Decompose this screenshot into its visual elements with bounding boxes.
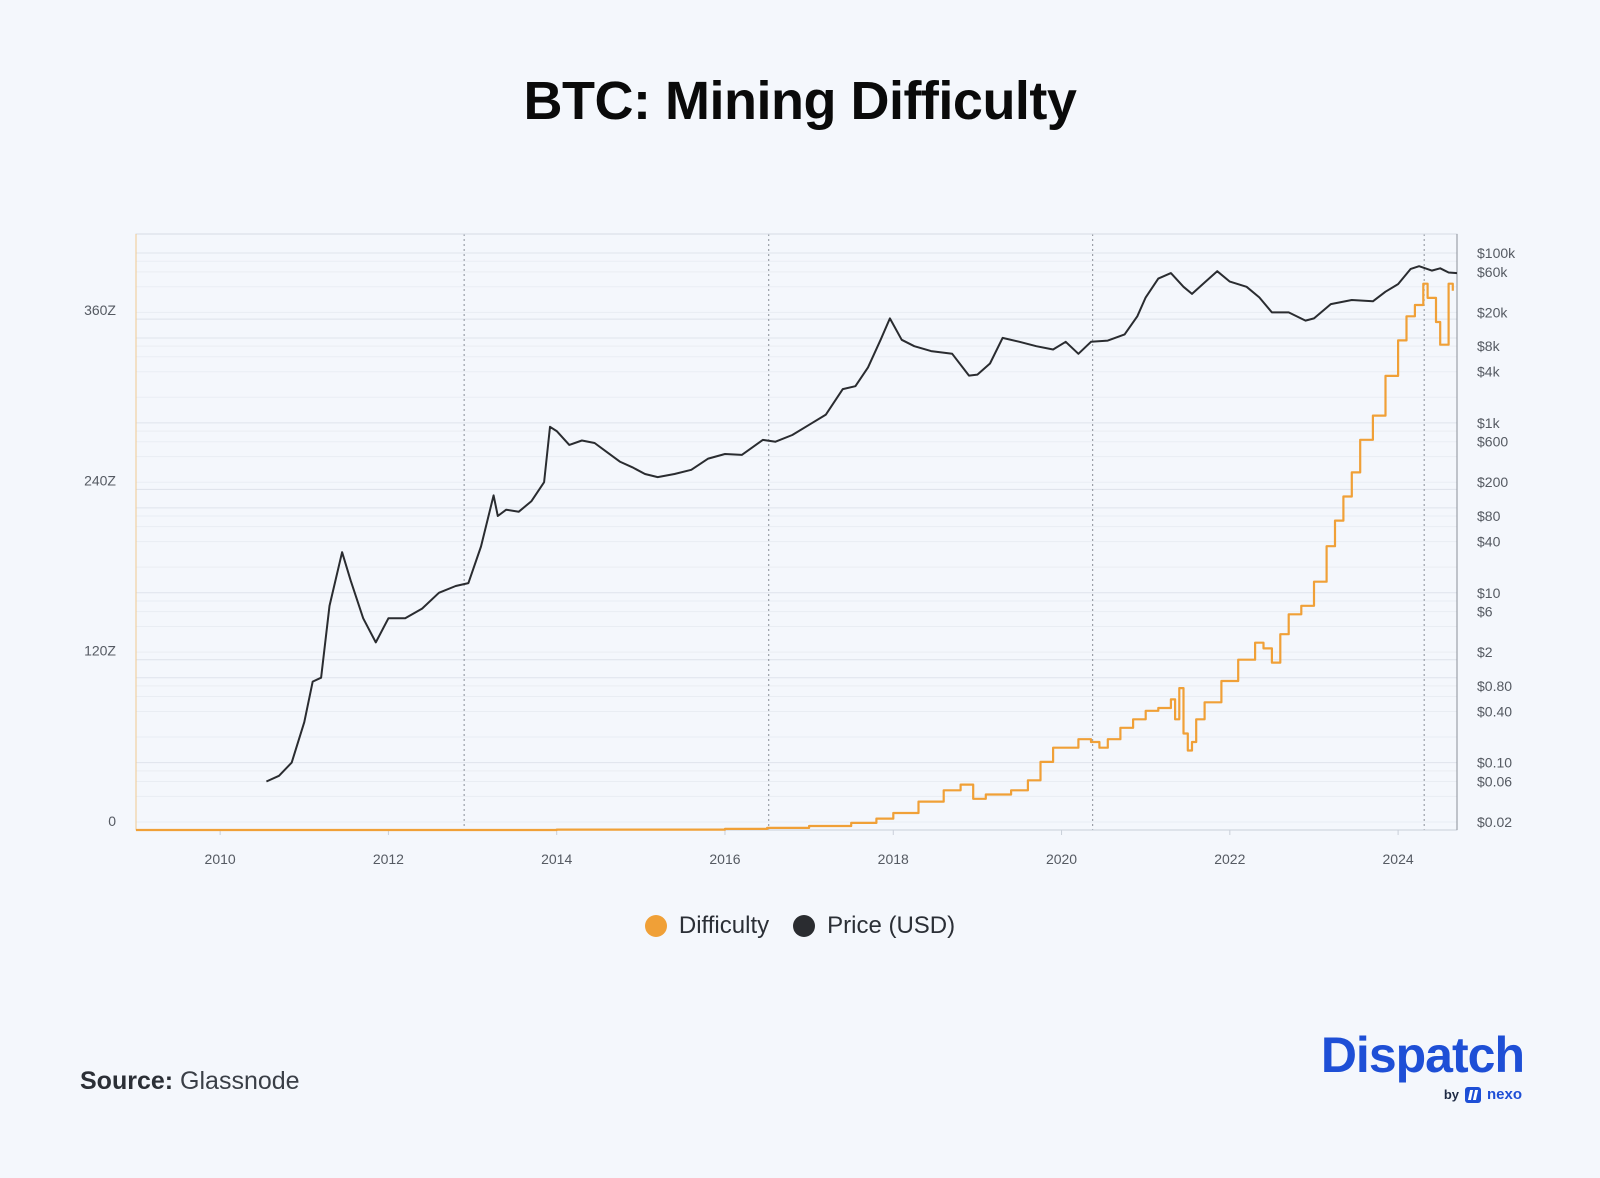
y-left-tick-label: 360Z xyxy=(84,302,116,318)
y-axis-left: 0 120Z 240Z 360Z xyxy=(84,234,137,830)
y-right-tick-label: $10 xyxy=(1477,585,1501,601)
y-right-tick-label: $200 xyxy=(1477,474,1508,490)
halving-markers xyxy=(463,234,1425,830)
legend-label-difficulty: Difficulty xyxy=(678,912,770,939)
grid xyxy=(136,252,1457,831)
y-left-tick-label: 240Z xyxy=(84,472,116,488)
price-line xyxy=(265,265,1458,783)
source-note: Source: Glassnode xyxy=(80,1067,300,1096)
y-right-tick-label: $80 xyxy=(1477,508,1501,524)
source-label: Source: xyxy=(80,1067,174,1095)
y-right-tick-label: $6 xyxy=(1477,604,1493,620)
logo-subline: by nexo xyxy=(1444,1086,1522,1103)
x-tick-label: 2020 xyxy=(1046,851,1077,867)
x-tick-label: 2012 xyxy=(373,851,404,867)
legend: Difficulty Price (USD) xyxy=(0,912,1600,940)
x-tick-label: 2014 xyxy=(541,851,572,867)
y-right-tick-label: $2 xyxy=(1477,644,1493,660)
x-tick-label: 2024 xyxy=(1383,851,1414,867)
y-right-tick-label: $8k xyxy=(1477,338,1501,354)
x-tick-label: 2022 xyxy=(1214,851,1245,867)
legend-label-price: Price (USD) xyxy=(827,912,956,939)
y-right-tick-label: $40 xyxy=(1477,534,1501,550)
legend-dot-difficulty xyxy=(644,915,667,937)
source-value: Glassnode xyxy=(180,1067,300,1095)
legend-dot-price xyxy=(793,915,816,937)
chart: 2010 2012 2014 2016 2018 2020 2022 2024 0 120Z 24… xyxy=(84,233,1516,867)
y-right-tick-label: $20k xyxy=(1477,304,1508,320)
dispatch-logo: Dispatch by nexo xyxy=(1298,1027,1525,1110)
y-right-tick-label: $1k xyxy=(1477,415,1501,431)
x-tick-label: 2018 xyxy=(878,851,909,867)
legend-item-difficulty[interactable]: Difficulty xyxy=(644,912,770,940)
plot-area-border xyxy=(135,233,1458,831)
legend-item-price[interactable]: Price (USD) xyxy=(793,912,955,940)
nexo-icon xyxy=(1464,1086,1481,1103)
y-left-tick-label: 0 xyxy=(108,813,116,829)
y-right-tick-label: $0.40 xyxy=(1477,703,1512,719)
y-right-tick-label: $0.02 xyxy=(1477,814,1512,830)
y-axis-right: $0.02 $0.06 $0.10 $0.40 $0.80 $2 $6 $10 $40 $80 $2… xyxy=(1456,234,1516,830)
y-right-tick-label: $0.10 xyxy=(1477,755,1512,771)
y-left-tick-label: 120Z xyxy=(84,643,116,659)
series xyxy=(136,265,1458,832)
difficulty-line xyxy=(136,282,1454,832)
x-tick-label: 2016 xyxy=(709,851,740,867)
y-right-tick-label: $600 xyxy=(1477,434,1508,450)
x-axis: 2010 2012 2014 2016 2018 2020 2022 2024 xyxy=(136,829,1457,867)
y-right-tick-label: $60k xyxy=(1477,264,1508,280)
y-right-tick-label: $0.80 xyxy=(1477,678,1512,694)
logo-brand: nexo xyxy=(1486,1086,1522,1103)
logo-wordmark: Dispatch xyxy=(1320,1027,1525,1083)
y-right-tick-label: $4k xyxy=(1477,364,1501,380)
logo-by: by xyxy=(1443,1087,1459,1102)
y-right-tick-label: $100k xyxy=(1477,245,1516,261)
chart-title: BTC: Mining Difficulty xyxy=(523,71,1077,131)
x-tick-label: 2010 xyxy=(205,851,236,867)
y-right-tick-label: $0.06 xyxy=(1477,773,1512,789)
